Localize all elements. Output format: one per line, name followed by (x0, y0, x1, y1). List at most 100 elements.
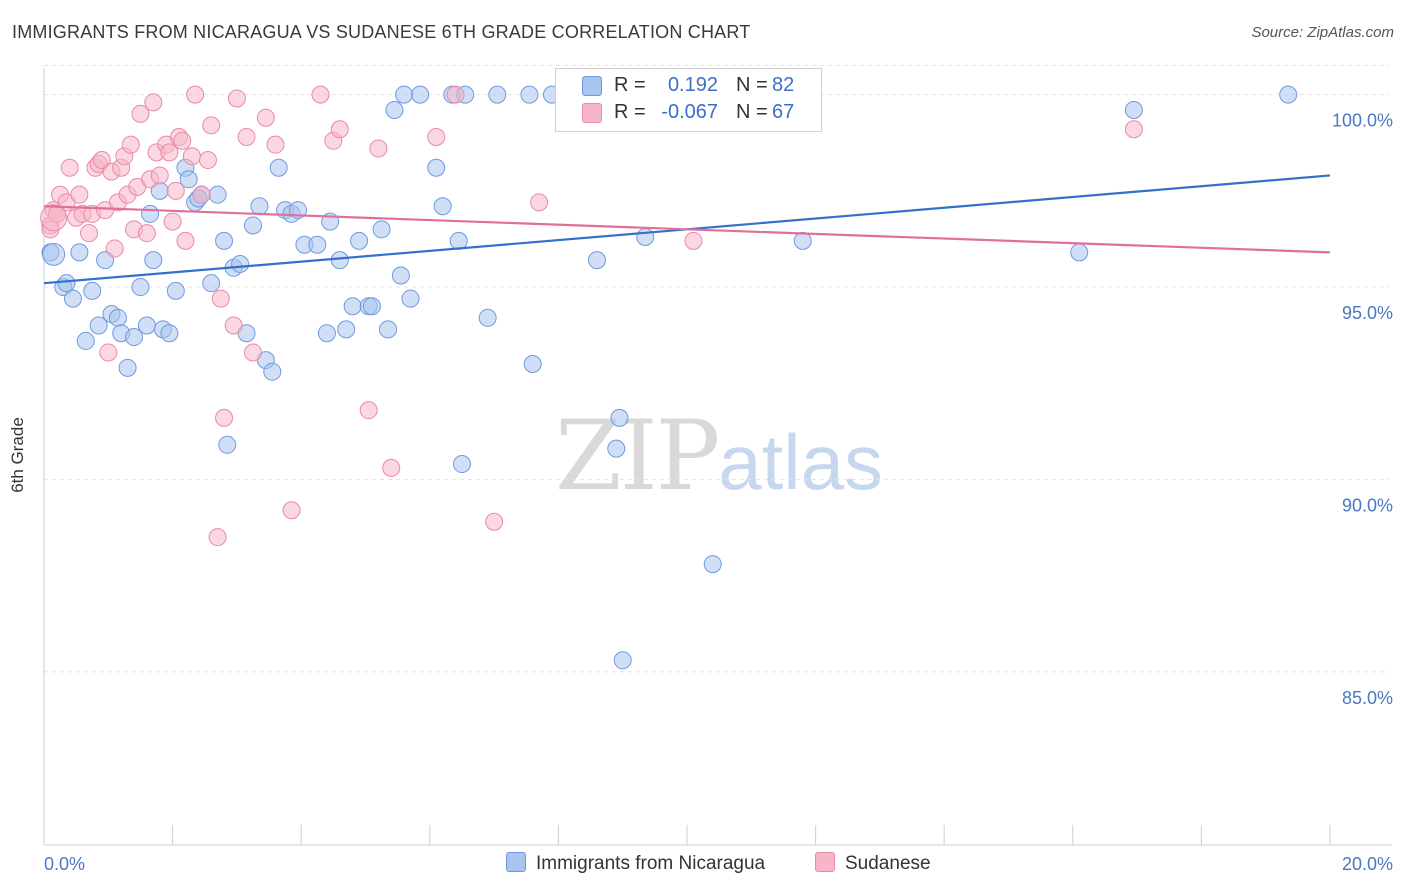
data-point-sudanese (243, 343, 262, 362)
data-point-sudanese (70, 185, 89, 204)
data-point-nicaragua (610, 408, 629, 427)
data-point-sudanese (1124, 120, 1143, 139)
data-point-sudanese (166, 181, 185, 200)
data-point-nicaragua (395, 85, 414, 104)
data-point-sudanese (60, 158, 79, 177)
tick-labels: 85.0% 90.0% 95.0% 100.0% 0.0% 20.0% (44, 111, 1393, 874)
data-point-nicaragua (83, 281, 102, 300)
source-credit: Source: ZipAtlas.com (1251, 24, 1394, 41)
data-point-nicaragua (63, 289, 82, 308)
trend-lines (43, 174, 1331, 285)
data-point-sudanese (121, 135, 140, 154)
data-point-sudanese (330, 120, 349, 139)
data-point-sudanese (282, 501, 301, 520)
data-point-nicaragua (337, 320, 356, 339)
bottom-legend-label-nicaragua: Immigrants from Nicaragua (536, 853, 766, 874)
data-point-sudanese (80, 224, 99, 243)
data-point-nicaragua (76, 331, 95, 350)
data-point-sudanese (202, 116, 221, 135)
gridlines (44, 64, 1390, 673)
data-point-nicaragua (131, 278, 150, 297)
data-point-sudanese (182, 147, 201, 166)
data-point-sudanese (211, 289, 230, 308)
data-point-sudanese (176, 231, 195, 250)
data-point-nicaragua (401, 289, 420, 308)
data-point-nicaragua (1279, 85, 1298, 104)
data-point-sudanese (99, 343, 118, 362)
data-point-nicaragua (308, 235, 327, 254)
x-tick-label: 0.0% (44, 854, 85, 874)
data-point-nicaragua (523, 354, 542, 373)
data-point-nicaragua (108, 308, 127, 327)
data-point-sudanese (198, 151, 217, 170)
data-point-nicaragua (520, 85, 539, 104)
legend-n-value: 82 (772, 74, 795, 96)
data-point-nicaragua (89, 316, 108, 335)
data-points (40, 85, 1298, 670)
legend-swatch-sudanese (582, 103, 602, 123)
data-point-nicaragua (166, 281, 185, 300)
legend-r-value: 0.192 (667, 74, 718, 96)
data-point-nicaragua (269, 158, 288, 177)
data-point-nicaragua (488, 85, 507, 104)
chart-title: IMMIGRANTS FROM NICARAGUA VS SUDANESE 6T… (12, 22, 751, 42)
data-point-sudanese (131, 104, 150, 123)
data-point-nicaragua (478, 308, 497, 327)
data-point-sudanese (144, 93, 163, 112)
data-point-nicaragua (350, 231, 369, 250)
data-point-nicaragua (372, 220, 391, 239)
data-point-sudanese (92, 151, 111, 170)
data-point-nicaragua (125, 328, 144, 347)
data-point-sudanese (256, 108, 275, 127)
x-tick-label: 20.0% (1342, 854, 1393, 874)
data-point-sudanese (40, 204, 68, 232)
data-point-nicaragua (703, 555, 722, 574)
data-point-sudanese (105, 239, 124, 258)
legend-r-label: R = (614, 101, 646, 123)
data-point-nicaragua (250, 197, 269, 216)
data-point-sudanese (266, 135, 285, 154)
data-point-nicaragua (1124, 101, 1143, 120)
bottom-legend-sudanese: Sudanese (815, 852, 931, 875)
watermark: ZIPatlas (555, 400, 883, 512)
data-point-nicaragua (362, 297, 381, 316)
data-point-nicaragua (218, 435, 237, 454)
data-point-nicaragua (179, 170, 198, 189)
data-point-sudanese (192, 185, 211, 204)
bottom-legend-swatch-nicaragua (506, 852, 526, 872)
data-point-nicaragua (449, 231, 468, 250)
data-point-sudanese (427, 127, 446, 146)
data-point-nicaragua (96, 251, 115, 270)
data-point-nicaragua (411, 85, 430, 104)
data-point-nicaragua (57, 274, 76, 293)
watermark-zip: ZIP (555, 400, 720, 512)
data-point-nicaragua (231, 254, 250, 273)
y-tick-label: 90.0% (1342, 495, 1393, 515)
data-point-nicaragua (137, 316, 156, 335)
data-point-nicaragua (793, 231, 812, 250)
y-tick-label: 100.0% (1332, 111, 1393, 131)
data-point-nicaragua (42, 242, 66, 266)
data-point-nicaragua (70, 243, 89, 262)
data-point-nicaragua (118, 358, 137, 377)
data-point-sudanese (224, 316, 243, 335)
data-point-sudanese (215, 408, 234, 427)
data-point-sudanese (237, 127, 256, 146)
data-point-nicaragua (427, 158, 446, 177)
data-point-nicaragua (208, 185, 227, 204)
data-point-sudanese (150, 166, 169, 185)
data-point-nicaragua (263, 362, 282, 381)
data-point-nicaragua (343, 297, 362, 316)
bottom-legend-label-sudanese: Sudanese (845, 853, 931, 874)
data-point-sudanese (208, 528, 227, 547)
axes (43, 68, 1392, 846)
legend-row-nicaragua: R = 0.192 N = 82 (556, 73, 821, 99)
data-point-nicaragua (243, 216, 262, 235)
data-point-nicaragua (452, 455, 471, 474)
data-point-nicaragua (160, 324, 179, 343)
data-point-nicaragua (391, 266, 410, 285)
legend-n-value: 67 (772, 101, 795, 123)
data-point-nicaragua (144, 251, 163, 270)
data-point-sudanese (227, 89, 246, 108)
